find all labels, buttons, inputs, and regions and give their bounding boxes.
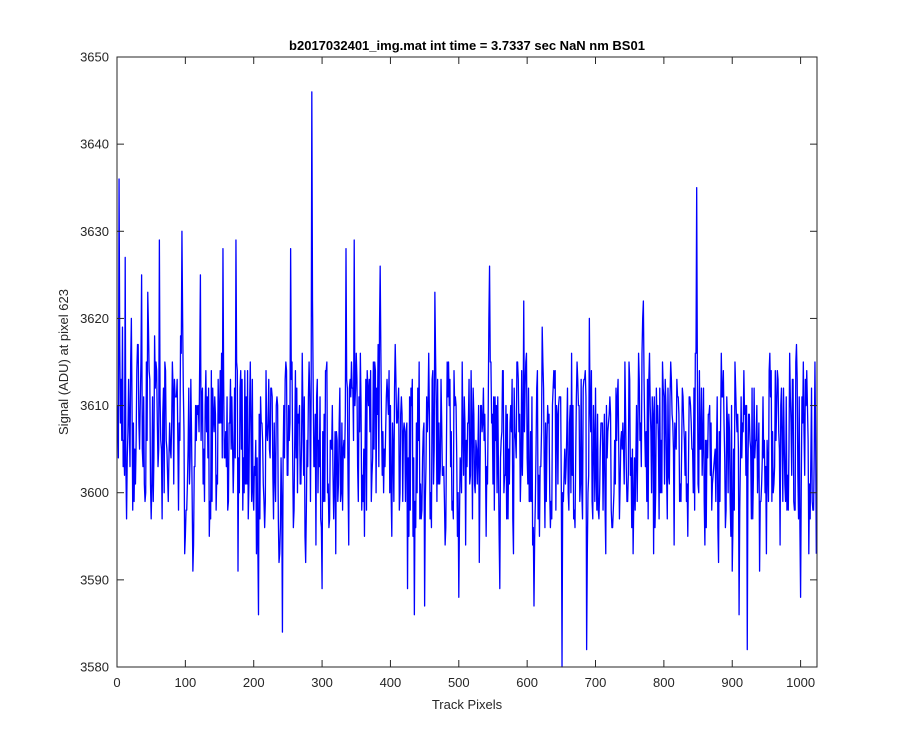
chart-title: b2017032401_img.mat int time = 3.7337 se… <box>289 38 645 53</box>
y-tick-label: 3610 <box>80 398 109 413</box>
y-tick-label: 3650 <box>80 50 109 65</box>
y-tick-label: 3580 <box>80 660 109 675</box>
x-axis-label: Track Pixels <box>432 697 503 712</box>
y-tick-label: 3600 <box>80 485 109 500</box>
x-tick-label: 300 <box>311 675 333 690</box>
x-tick-label: 700 <box>585 675 607 690</box>
x-tick-label: 0 <box>113 675 120 690</box>
x-tick-label: 200 <box>243 675 265 690</box>
y-tick-label: 3630 <box>80 224 109 239</box>
y-tick-label: 3640 <box>80 137 109 152</box>
plot-area <box>117 57 817 667</box>
series-line <box>117 91 817 668</box>
x-tick-label: 800 <box>653 675 675 690</box>
x-tick-label: 900 <box>721 675 743 690</box>
x-tick-label: 600 <box>516 675 538 690</box>
series-layer <box>117 91 817 668</box>
y-axis: 3580 3590 3600 3610 3620 3630 3640 3650 <box>80 50 817 675</box>
x-axis: 0 100 200 300 400 500 600 700 800 900 1000 <box>113 57 815 690</box>
y-tick-label: 3590 <box>80 572 109 587</box>
x-tick-label: 500 <box>448 675 470 690</box>
x-tick-label: 1000 <box>786 675 815 690</box>
axes-box <box>116 56 818 668</box>
y-axis-label: Signal (ADU) at pixel 623 <box>56 289 71 435</box>
x-tick-label: 100 <box>175 675 197 690</box>
y-tick-label: 3620 <box>80 311 109 326</box>
x-tick-label: 400 <box>380 675 402 690</box>
